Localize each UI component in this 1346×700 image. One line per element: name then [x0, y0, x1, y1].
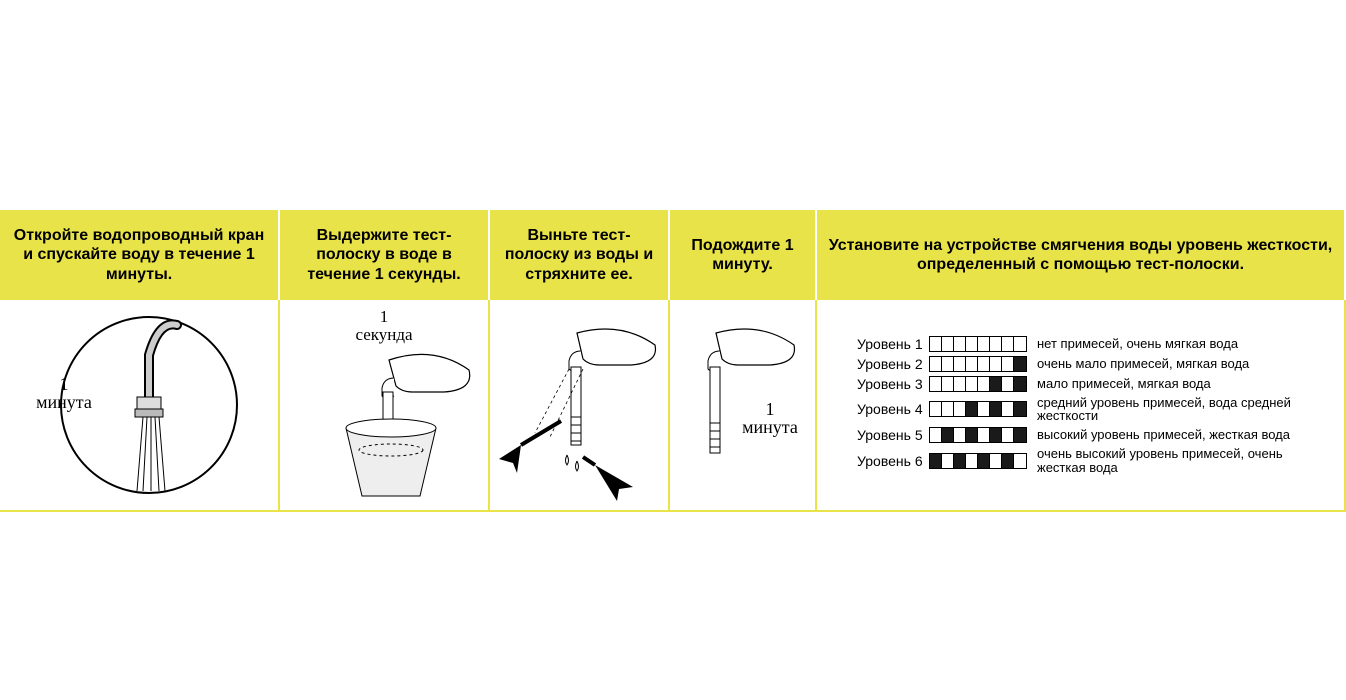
level-desc: нет примесей, очень мягкая вода: [1037, 337, 1238, 351]
level-row: Уровень 3 мало примесей, мягкая вода: [857, 376, 1334, 392]
step-4-header: Подождите 1 минуту.: [670, 210, 817, 300]
header-row: Откройте водопроводный кран и спускайте …: [0, 210, 1346, 300]
step-2-header: Выдержите тест-полоску в воде в течение …: [280, 210, 490, 300]
level-strip: [929, 376, 1027, 392]
step-1-header: Откройте водопроводный кран и спускайте …: [0, 210, 280, 300]
level-row: Уровень 1 нет примесей, очень мягкая вода: [857, 336, 1334, 352]
level-strip: [929, 453, 1027, 469]
step-1-figure: 1 минута: [0, 300, 280, 510]
step-3-header: Выньте тест-полоску из воды и стряхните …: [490, 210, 670, 300]
level-row: Уровень 6 очень высокий уровень примесей,…: [857, 447, 1334, 474]
level-row: Уровень 5 высокий уровень примесей, жестк…: [857, 427, 1334, 443]
svg-text:минута: минута: [742, 417, 798, 437]
level-name: Уровень 3: [857, 376, 929, 392]
level-name: Уровень 1: [857, 336, 929, 352]
level-row: Уровень 4 средний уровень примесей, вода …: [857, 396, 1334, 423]
level-desc: средний уровень примесей, вода средней ж…: [1037, 396, 1334, 423]
level-row: Уровень 2 очень мало примесей, мягкая вод…: [857, 356, 1334, 372]
level-strip: [929, 427, 1027, 443]
body-row: 1 минута 1 секунда: [0, 300, 1346, 512]
level-name: Уровень 5: [857, 427, 929, 443]
step-2-figure: 1 секунда: [280, 300, 490, 510]
level-desc: мало примесей, мягкая вода: [1037, 377, 1211, 391]
levels-panel: Уровень 1 нет примесей, очень мягкая вода…: [817, 300, 1346, 510]
infographic: Откройте водопроводный кран и спускайте …: [0, 0, 1346, 700]
level-desc: высокий уровень примесей, жесткая вода: [1037, 428, 1290, 442]
level-desc: очень высокий уровень примесей, очень же…: [1037, 447, 1334, 474]
svg-text:секунда: секунда: [355, 325, 413, 344]
level-strip: [929, 336, 1027, 352]
level-desc: очень мало примесей, мягкая вода: [1037, 357, 1249, 371]
svg-text:1: 1: [766, 399, 775, 419]
svg-text:1: 1: [380, 307, 389, 326]
svg-text:1: 1: [60, 374, 69, 394]
level-name: Уровень 4: [857, 401, 929, 417]
level-name: Уровень 6: [857, 453, 929, 469]
level-name: Уровень 2: [857, 356, 929, 372]
level-strip: [929, 401, 1027, 417]
level-strip: [929, 356, 1027, 372]
svg-text:минута: минута: [36, 392, 92, 412]
step-3-figure: [490, 300, 670, 510]
step-5-header: Установите на устройстве смягчения воды …: [817, 210, 1346, 300]
step-4-figure: 1 минута: [670, 300, 817, 510]
